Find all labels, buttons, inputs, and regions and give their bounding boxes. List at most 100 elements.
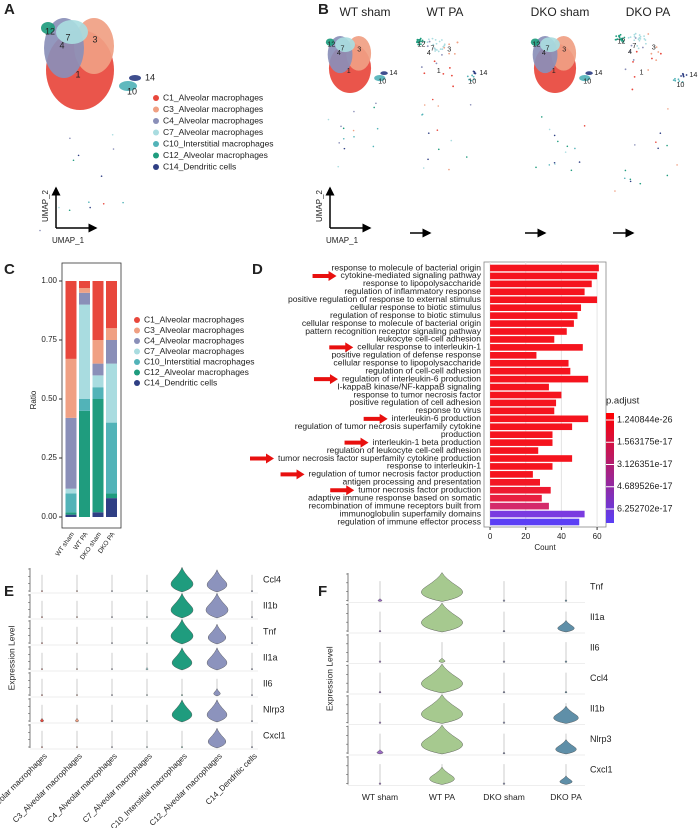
umap-cluster [41, 22, 55, 34]
umap-cell [624, 68, 627, 71]
umap-cell [373, 106, 375, 109]
term-label: pattern recognition receptor signaling p… [305, 326, 482, 336]
legend-swatch [153, 106, 159, 113]
term-label: cellular response to interleukin-1 [357, 342, 481, 352]
gene-label: Il1a [590, 612, 605, 622]
umap-cell [623, 36, 626, 39]
umap-cell [376, 127, 379, 130]
umap-cell [58, 206, 60, 209]
violin [502, 598, 506, 602]
group-label: WT sham [362, 792, 398, 802]
bar-segment [92, 281, 104, 340]
umap-cell [614, 38, 617, 41]
term-label: regulation of immune effector process [337, 516, 481, 526]
bar [490, 494, 542, 502]
legend-label: C1_Alveolar macrophages [144, 314, 244, 324]
violin [171, 647, 193, 671]
term-label: regulation of tumor necrosis superfamily… [295, 421, 482, 431]
violin [251, 693, 253, 697]
umap-cell [337, 165, 340, 168]
highlight-arrow [344, 437, 369, 448]
bar-segment [92, 512, 104, 517]
violin [553, 705, 579, 724]
violin [378, 781, 382, 785]
umap-cell [629, 36, 632, 39]
umap-cell [343, 147, 346, 150]
umap-cell [631, 88, 634, 91]
facet-title: DKO PA [626, 5, 670, 19]
umap-cell [435, 62, 438, 65]
umap-cell [634, 37, 637, 39]
umap-cell [637, 38, 640, 41]
bar [490, 431, 553, 438]
umap-cluster [530, 38, 540, 46]
term-label: regulation of response to biotic stimulu… [330, 310, 481, 320]
umap-cell [676, 164, 678, 166]
umap-cell [548, 128, 551, 131]
gene-label: Tnf [590, 582, 604, 592]
bar-segment [79, 304, 90, 399]
violin [76, 589, 78, 593]
violin [213, 687, 221, 697]
umap-cell [441, 48, 444, 51]
violin [502, 720, 506, 724]
violin [421, 724, 463, 755]
cluster-label: 10 [583, 77, 591, 86]
umap-cell [100, 175, 103, 177]
gene-label: Nlrp3 [263, 704, 285, 714]
cluster-label: 7 [546, 43, 550, 52]
cluster-label: 14 [389, 68, 397, 77]
group-label: C7_Alveolar macrophages [81, 752, 154, 825]
term-label: regulation of inflammatory response [344, 286, 481, 296]
violin [181, 693, 183, 697]
legend-swatch [134, 327, 140, 334]
umap-cell [353, 135, 355, 138]
cluster-label: 14 [689, 70, 697, 79]
violin [41, 589, 43, 593]
umap-cell [667, 108, 669, 110]
umap-cell [629, 178, 632, 181]
legend-swatch [134, 380, 140, 386]
bar-segment [92, 399, 104, 513]
gene-label: Cxcl1 [263, 730, 286, 740]
group-label: DKO sham [483, 792, 525, 802]
legend-label: C1_Alveolar macrophages [163, 92, 263, 102]
bar-segment [106, 328, 117, 340]
umap-cell [634, 144, 636, 146]
umap-cell [448, 168, 450, 171]
violin [421, 602, 463, 633]
umap-cell [685, 74, 688, 76]
violin [378, 659, 382, 663]
highlight-arrow [250, 453, 274, 464]
violin [208, 623, 226, 645]
umap-cell [644, 42, 647, 45]
umap-cell [468, 78, 470, 81]
umap-cell [426, 41, 429, 44]
term-label: positive regulation of defense response [331, 350, 481, 360]
umap-cell [627, 36, 630, 39]
term-label: interleukin-1 beta production [373, 437, 482, 447]
umap-cluster [325, 38, 335, 46]
violin [206, 699, 228, 723]
bar-segment [106, 340, 117, 364]
violin [502, 629, 506, 633]
violin [208, 727, 226, 749]
bar-segment [106, 363, 117, 423]
bar-segment [92, 375, 104, 388]
panel-letter: F [318, 583, 327, 600]
violin [555, 739, 577, 755]
bar [490, 391, 562, 399]
bar [490, 272, 598, 280]
group-label: WT PA [429, 792, 455, 802]
umap-cell [681, 81, 684, 83]
cluster-label: 12 [417, 40, 425, 49]
umap-cell [436, 129, 439, 131]
umap-cell [634, 32, 637, 35]
bar-segment [79, 288, 90, 293]
umap-cell [428, 40, 431, 43]
umap-cell [434, 48, 437, 51]
cluster-label: 7 [65, 32, 70, 42]
umap-cell [655, 59, 658, 62]
umap-cell [473, 72, 476, 75]
bar [490, 415, 589, 423]
